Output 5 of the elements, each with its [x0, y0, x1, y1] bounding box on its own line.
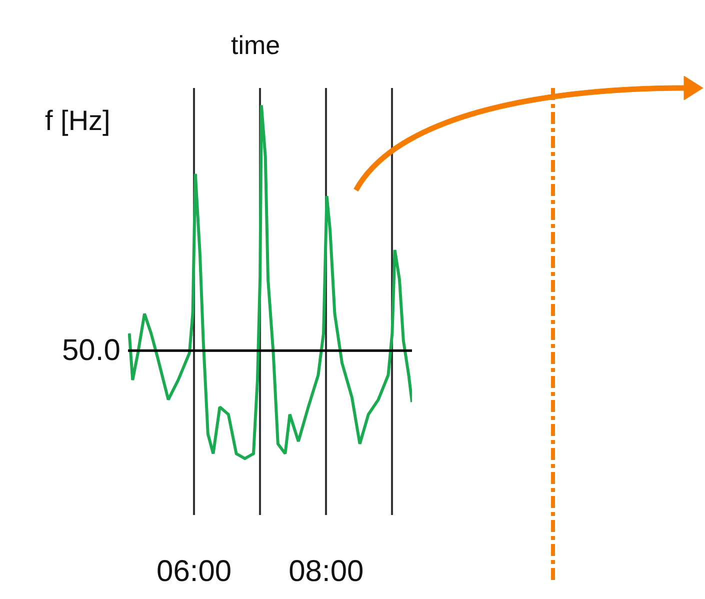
text: 50.0 — [62, 334, 120, 367]
y-axis-title: f [Hz] — [45, 105, 110, 136]
x-tick-label: 08:00 — [288, 555, 364, 588]
x-tick-label: 06:00 — [156, 555, 232, 588]
x-axis-title: time — [231, 30, 280, 60]
